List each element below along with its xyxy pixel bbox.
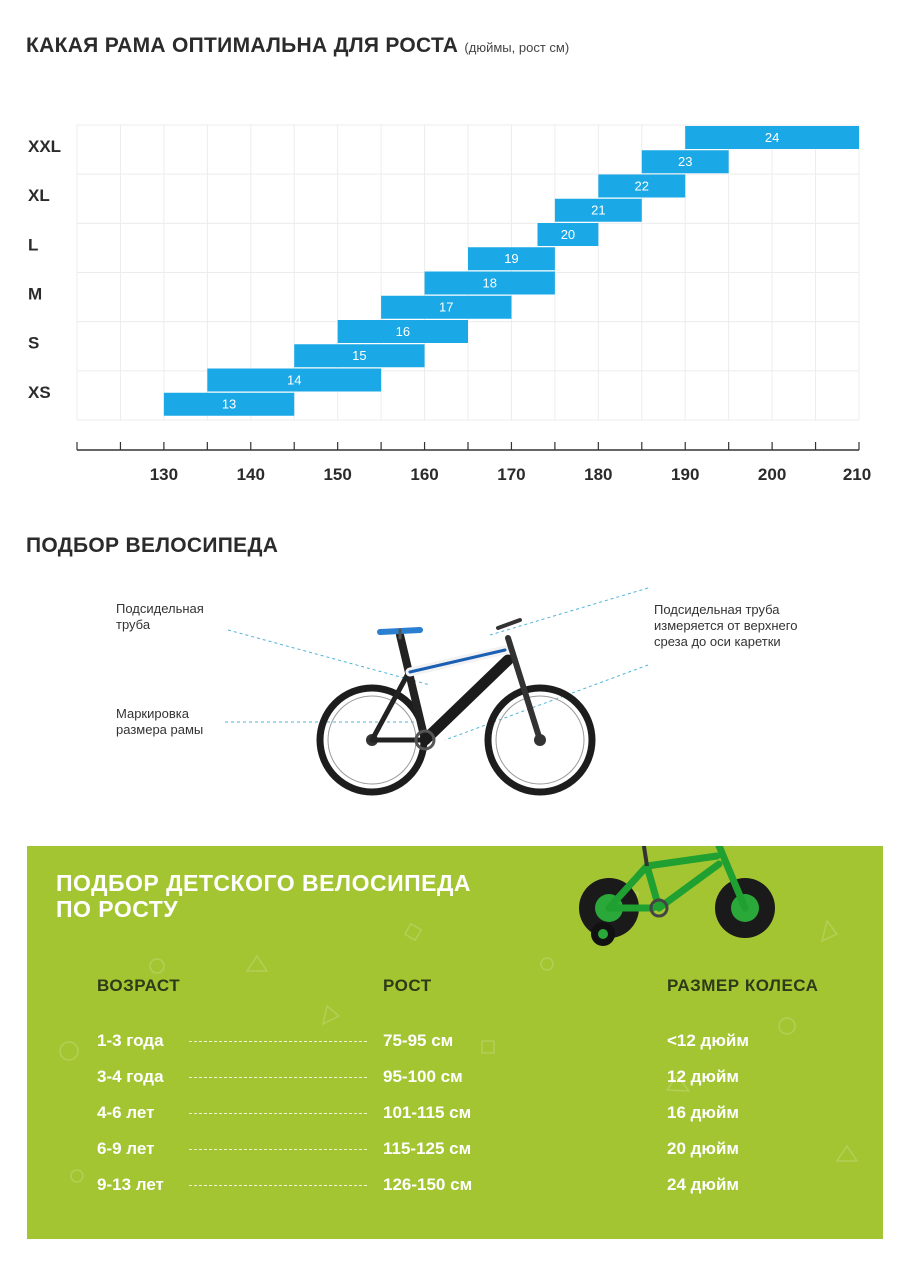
- size-labels: XXL XL L M S XS: [28, 137, 61, 402]
- row-height: 95-100 см: [383, 1067, 463, 1086]
- chart-title: КАКАЯ РАМА ОПТИМАЛЬНА ДЛЯ РОСТА (дюймы, …: [26, 34, 569, 58]
- frame-bar-label: 15: [352, 348, 366, 363]
- frame-bar-label: 23: [678, 154, 692, 169]
- row-wheel: 16 дюйм: [667, 1103, 739, 1122]
- x-axis: 130 140 150 160 170 180 190 200 210: [76, 442, 871, 484]
- x-tick-label: 180: [584, 465, 612, 484]
- row-age: 9-13 лет: [97, 1175, 164, 1194]
- frame-bar-20: [537, 223, 599, 246]
- row-dots: [189, 1041, 367, 1042]
- kids-bike-title: ПОДБОР ДЕТСКОГО ВЕЛОСИПЕДА ПО РОСТУ: [56, 870, 471, 922]
- chart-grid: [76, 124, 860, 421]
- x-tick-label: 190: [671, 465, 699, 484]
- x-tick-label: 170: [497, 465, 525, 484]
- size-label: L: [28, 235, 38, 254]
- frame-bar-label: 24: [765, 130, 779, 145]
- row-wheel: <12 дюйм: [667, 1031, 749, 1050]
- frame-bar-13: [163, 392, 295, 416]
- chart-title-text: КАКАЯ РАМА ОПТИМАЛЬНА ДЛЯ РОСТА: [26, 34, 459, 57]
- seat-tube-measure-note: Подсидельная труба измеряется от верхнег…: [654, 602, 798, 649]
- row-dots: [189, 1077, 367, 1078]
- size-label: XS: [28, 383, 51, 402]
- row-dots: [189, 1149, 367, 1150]
- background-pattern: [59, 888, 859, 1183]
- size-label: S: [28, 334, 39, 353]
- kids-bike-title-line2: ПО РОСТУ: [56, 896, 179, 922]
- frame-bar-18: [424, 271, 555, 295]
- col-age-header: ВОЗРАСТ: [97, 976, 181, 995]
- col-wheel-header: РАЗМЕР КОЛЕСА: [667, 976, 819, 995]
- size-label: XXL: [28, 137, 61, 156]
- frame-bar-label: 13: [222, 397, 236, 412]
- row-age: 1-3 года: [97, 1031, 164, 1050]
- kids-bike-title-line1: ПОДБОР ДЕТСКОГО ВЕЛОСИПЕДА: [56, 870, 471, 896]
- row-wheel: 12 дюйм: [667, 1067, 739, 1086]
- x-tick-label: 150: [323, 465, 351, 484]
- x-tick-label: 130: [150, 465, 178, 484]
- frame-bar-22: [598, 174, 686, 198]
- frame-bar-label: 19: [504, 251, 518, 266]
- frame-bar-label: 16: [396, 324, 410, 339]
- row-height: 115-125 см: [383, 1139, 472, 1158]
- chart-subtitle: (дюймы, рост см): [464, 40, 570, 55]
- frame-bar-19: [468, 247, 555, 271]
- frame-bar-14: [207, 368, 382, 392]
- row-wheel: 24 дюйм: [667, 1175, 739, 1194]
- frame-marking-note: Маркировка размера рамы: [116, 706, 204, 737]
- row-height: 126-150 см: [383, 1175, 473, 1194]
- x-tick-label: 210: [843, 465, 871, 484]
- frame-bar-label: 18: [482, 275, 496, 290]
- x-tick-label: 140: [237, 465, 265, 484]
- row-age: 4-6 лет: [97, 1103, 155, 1122]
- frame-bar-23: [641, 150, 729, 174]
- x-tick-label: 200: [758, 465, 786, 484]
- frame-bar-21: [554, 198, 642, 222]
- row-height: 75-95 см: [383, 1031, 454, 1050]
- row-dots: [189, 1185, 367, 1186]
- row-wheel: 20 дюйм: [667, 1139, 739, 1158]
- row-age: 3-4 года: [97, 1067, 164, 1086]
- row-age: 6-9 лет: [97, 1139, 155, 1158]
- mountain-bike-illustration: [225, 587, 649, 796]
- kids-bike-illustration: [579, 846, 775, 946]
- frame-bar-label: 14: [287, 372, 301, 387]
- frame-bar-17: [381, 295, 512, 319]
- frame-bar-15: [294, 344, 425, 368]
- chart-bars: 24 23 22 21 20 19 18 17 16 15 14 13: [163, 126, 859, 416]
- seat-tube-note: Подсидельная труба: [116, 601, 204, 632]
- bike-frame: [369, 618, 543, 751]
- x-tick-label: 160: [410, 465, 438, 484]
- row-height: 101-115 см: [383, 1103, 472, 1122]
- kids-bike-panel: ПОДБОР ДЕТСКОГО ВЕЛОСИПЕДА ПО РОСТУ ВОЗР…: [27, 846, 883, 1239]
- frame-bar-label: 22: [635, 178, 649, 193]
- frame-bar-label: 21: [591, 203, 605, 218]
- row-dots: [189, 1113, 367, 1114]
- frame-bar-16: [337, 320, 468, 343]
- frame-bar-24: [685, 126, 859, 149]
- frame-bar-label: 17: [439, 300, 453, 315]
- size-label: M: [28, 285, 42, 304]
- bike-selection-title: ПОДБОР ВЕЛОСИПЕДА: [26, 534, 279, 557]
- frame-bar-label: 20: [561, 227, 575, 242]
- col-height-header: РОСТ: [383, 976, 432, 995]
- size-label: XL: [28, 186, 50, 205]
